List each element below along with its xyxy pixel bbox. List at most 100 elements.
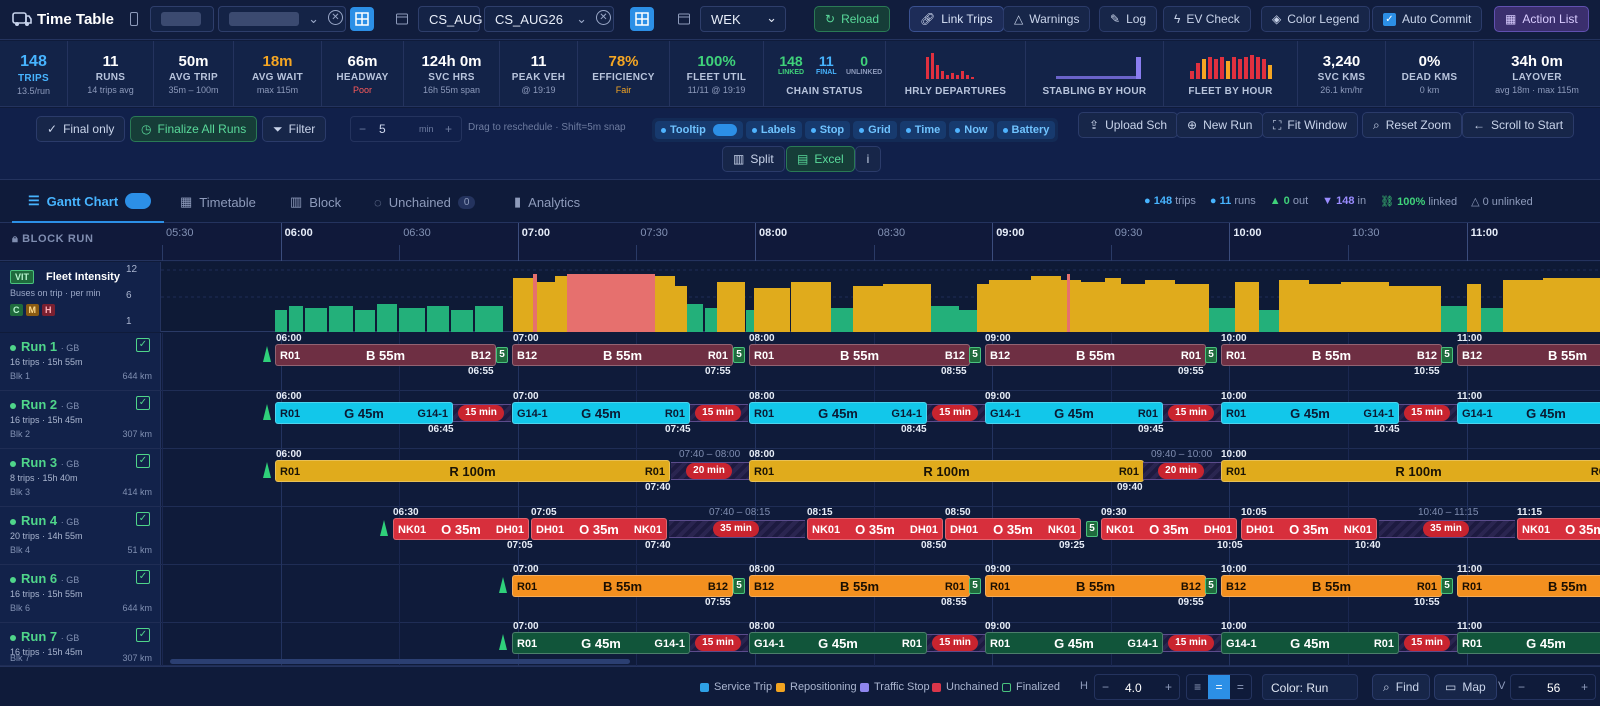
trip-bar[interactable]: R01 R 100m R01: [749, 460, 1144, 482]
tab-timetable[interactable]: ▦ Timetable: [180, 181, 256, 223]
tab-gantt-chart[interactable]: ☰ Gantt Chart: [12, 181, 164, 223]
trip-bar[interactable]: NK01 O 35m: [1517, 518, 1600, 540]
day-select[interactable]: WEK ⌄: [700, 6, 786, 32]
action-list-button[interactable]: ▦ Action List: [1494, 6, 1589, 32]
log-button[interactable]: ✎ Log: [1099, 6, 1158, 32]
run-label-panel[interactable]: Run 6 · GB ✓ 16 trips · 15h 55m Blk 6 644 km: [0, 565, 161, 622]
chip-stop[interactable]: Stop: [804, 121, 851, 139]
step-stepper[interactable]: − 5 min +: [350, 116, 462, 142]
schedule-b-select[interactable]: CS_AUG26 ⌄: [484, 6, 614, 32]
color-by-select[interactable]: Color: Run: [1262, 674, 1358, 700]
auto-commit-toggle[interactable]: ✓ Auto Commit: [1372, 6, 1483, 32]
run-checkbox[interactable]: ✓: [136, 570, 150, 584]
tab-analytics[interactable]: ▮ Analytics: [514, 181, 580, 223]
run-label-panel[interactable]: Run 3 · GB ✓ 8 trips · 15h 40m Blk 3 414 km: [0, 449, 161, 506]
info-button[interactable]: i: [855, 146, 881, 172]
ev-check-button[interactable]: ϟ EV Check: [1163, 6, 1251, 32]
horizontal-scrollbar[interactable]: [170, 659, 630, 664]
split-button[interactable]: ▥ Split: [722, 146, 785, 172]
trip-bar[interactable]: R01 G 45m: [1457, 632, 1600, 654]
fit-window-button[interactable]: ⛶ Fit Window: [1262, 112, 1358, 138]
trip-bar[interactable]: R01 B 55m B12: [275, 344, 496, 366]
trip-bar[interactable]: R01 G 45m G14-1: [275, 402, 453, 424]
upload-button[interactable]: ⇪ Upload Sch: [1078, 112, 1179, 138]
trip-bar[interactable]: R01 G 45m G14-1: [985, 632, 1163, 654]
trip-bar[interactable]: G14-1 G 45m R01: [1221, 632, 1399, 654]
clear-icon[interactable]: ✕: [328, 10, 343, 25]
run-label-panel[interactable]: Run 2 · GB ✓ 16 trips · 15h 45m Blk 2 307 km: [0, 391, 161, 448]
minus-icon[interactable]: −: [359, 122, 367, 136]
trip-bar[interactable]: DH01 O 35m NK01: [531, 518, 667, 540]
density-wide-icon[interactable]: =: [1236, 680, 1244, 694]
run-label-panel[interactable]: Run 4 · GB ✓ 20 trips · 14h 55m Blk 4 51 km: [0, 507, 161, 564]
schedule-a-select[interactable]: CS_AUG: [418, 6, 482, 32]
filter-button[interactable]: ⏷ Filter: [262, 116, 327, 142]
chip-battery[interactable]: Battery: [996, 121, 1056, 139]
trip-bar[interactable]: G14-1 G 45m R01: [749, 632, 927, 654]
plus-icon[interactable]: +: [445, 122, 453, 136]
grid-view-button[interactable]: [350, 7, 374, 31]
warnings-button[interactable]: △ Warnings: [1003, 6, 1091, 32]
run-label-panel[interactable]: Run 7 · GB ✓ 16 trips · 15h 45m Blk 7 307 km: [0, 623, 161, 665]
color-legend-button[interactable]: ◈ Color Legend: [1261, 6, 1371, 32]
plus-icon[interactable]: +: [1580, 680, 1588, 694]
run-checkbox[interactable]: ✓: [136, 396, 150, 410]
excel-button[interactable]: ▤ Excel: [786, 146, 855, 172]
density-normal-icon[interactable]: =: [1208, 675, 1230, 699]
finalize-all-button[interactable]: ◷ Finalize All Runs: [130, 116, 258, 142]
chip-grid[interactable]: Grid: [853, 121, 897, 139]
v-stepper[interactable]: − 56 +: [1510, 674, 1596, 700]
trip-bar[interactable]: R01 G 45m G14-1: [512, 632, 690, 654]
run-checkbox[interactable]: ✓: [136, 338, 150, 352]
trip-bar[interactable]: G14-1 G 45m R01: [512, 402, 690, 424]
trip-bar[interactable]: NK01 O 35m DH01: [393, 518, 529, 540]
trip-bar[interactable]: DH01 O 35m NK01: [1241, 518, 1377, 540]
find-button[interactable]: ⌕ Find: [1372, 674, 1431, 700]
new-run-button[interactable]: ⊕ New Run: [1176, 112, 1264, 138]
trip-bar[interactable]: G14-1 G 45m R01: [985, 402, 1163, 424]
trip-bar[interactable]: NK01 O 35m DH01: [1101, 518, 1237, 540]
grid-view-button[interactable]: [630, 7, 654, 31]
run-label-panel[interactable]: Run 1 · GB ✓ 16 trips · 15h 55m Blk 1 644 km: [0, 333, 161, 390]
run-checkbox[interactable]: ✓: [136, 512, 150, 526]
density-compact-icon[interactable]: ≡: [1194, 680, 1202, 694]
tab-block[interactable]: ▥ Block: [290, 181, 341, 223]
phone-icon[interactable]: [130, 12, 138, 29]
final-only-button[interactable]: ✓ Final only: [36, 116, 126, 142]
trip-bar[interactable]: R01 B 55m B12: [1221, 344, 1442, 366]
trip-bar[interactable]: R01 B 55m B12: [512, 575, 733, 597]
trip-bar[interactable]: R01 G 45m G14-1: [1221, 402, 1399, 424]
chip-tooltip[interactable]: Tooltip: [655, 121, 743, 139]
scroll-start-button[interactable]: ← Scroll to Start: [1462, 112, 1575, 138]
map-button[interactable]: ▭ Map: [1434, 674, 1497, 700]
route-select[interactable]: ⌄: [218, 6, 346, 32]
h-stepper[interactable]: − 4.0 +: [1094, 674, 1180, 700]
link-trips-button[interactable]: 🔗︎ Link Trips: [909, 6, 1004, 32]
chip-time[interactable]: Time: [899, 121, 947, 139]
chip-now[interactable]: Now: [949, 121, 994, 139]
trip-bar[interactable]: DH01 O 35m NK01: [945, 518, 1081, 540]
minus-icon[interactable]: −: [1102, 680, 1110, 694]
run-checkbox[interactable]: ✓: [136, 454, 150, 468]
reset-zoom-button[interactable]: ⌕ Reset Zoom: [1362, 112, 1463, 138]
trip-bar[interactable]: R01 R 100m R01: [1221, 460, 1600, 482]
trip-bar[interactable]: R01 B 55m B12: [985, 575, 1206, 597]
trip-bar[interactable]: R01 B 55m: [1457, 575, 1600, 597]
trip-bar[interactable]: NK01 O 35m DH01: [807, 518, 943, 540]
chip-labels[interactable]: Labels: [745, 121, 802, 139]
tab-unchained[interactable]: ◌ Unchained 0: [374, 181, 476, 223]
plus-icon[interactable]: +: [1164, 680, 1172, 694]
depot-select[interactable]: [150, 6, 214, 32]
trip-bar[interactable]: R01 R 100m R01: [275, 460, 670, 482]
reload-button[interactable]: ↻ Reload: [814, 6, 891, 32]
minus-icon[interactable]: −: [1518, 680, 1526, 694]
run-checkbox[interactable]: ✓: [136, 628, 150, 642]
trip-bar[interactable]: R01 G 45m G14-1: [749, 402, 927, 424]
trip-bar[interactable]: R01 B 55m B12: [749, 344, 970, 366]
